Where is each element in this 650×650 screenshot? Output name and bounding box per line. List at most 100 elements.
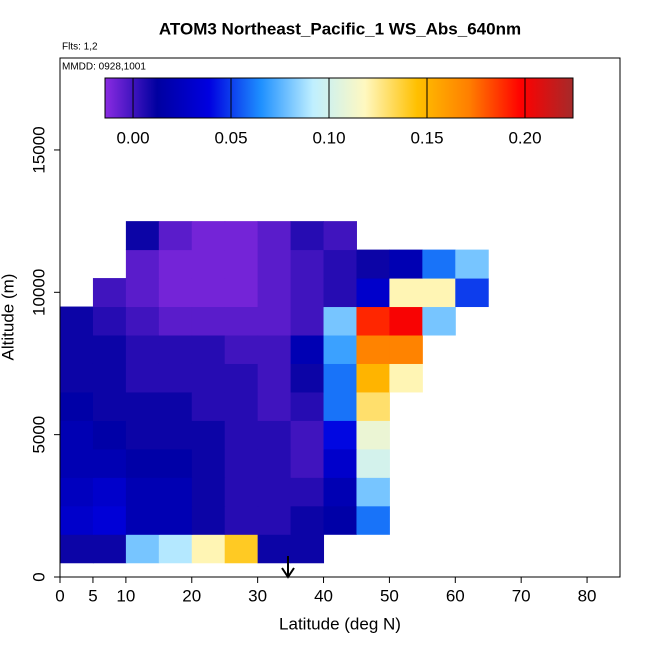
cell (257, 249, 292, 279)
cell (455, 249, 489, 279)
cell (224, 534, 259, 564)
cell (422, 249, 456, 279)
cell (224, 249, 259, 279)
cell (257, 363, 292, 393)
cell (290, 306, 325, 336)
cell (290, 335, 325, 364)
annotation: MMDD: 0928,1001 (62, 62, 146, 73)
cell (356, 249, 390, 279)
cell (356, 448, 390, 478)
cell (125, 505, 160, 535)
cell (356, 391, 390, 421)
cell (422, 306, 456, 336)
cell (224, 505, 259, 535)
colorbar-tick-label: 0.05 (214, 128, 247, 147)
cell (224, 448, 259, 478)
cell (92, 420, 127, 450)
cell (191, 477, 226, 507)
cell (125, 534, 160, 564)
cell (125, 448, 160, 478)
cell (158, 335, 193, 364)
cell (356, 278, 390, 308)
x-tick-label: 5 (88, 586, 97, 605)
cell (356, 420, 390, 450)
y-tick-label: 5000 (29, 416, 48, 454)
cell (323, 391, 357, 421)
cell (224, 221, 259, 251)
x-tick-label: 80 (578, 586, 597, 605)
y-tick-label: 0 (29, 572, 48, 581)
cell (125, 363, 160, 393)
cell (323, 221, 357, 251)
cell (158, 534, 193, 564)
x-tick-label: 10 (116, 586, 135, 605)
cell (257, 505, 292, 535)
cell (92, 335, 127, 364)
cell (92, 505, 127, 535)
x-tick-label: 60 (446, 586, 465, 605)
cell (125, 420, 160, 450)
cell (158, 221, 193, 251)
cell (60, 505, 94, 535)
x-tick-label: 70 (512, 586, 531, 605)
cell (191, 335, 226, 364)
cell (191, 448, 226, 478)
cell (290, 363, 325, 393)
cell (323, 278, 357, 308)
cell (455, 278, 489, 308)
cell (158, 249, 193, 279)
cell (323, 335, 357, 364)
cell (224, 306, 259, 336)
cell (92, 278, 127, 308)
cell (356, 505, 390, 535)
plot-frame (59, 57, 621, 578)
cell (356, 363, 390, 393)
cell (257, 278, 292, 308)
cell (191, 278, 226, 308)
x-tick-label: 50 (380, 586, 399, 605)
y-axis-label: Altitude (m) (0, 274, 17, 361)
cell (92, 534, 127, 564)
cell (158, 448, 193, 478)
x-tick-label: 0 (55, 586, 64, 605)
cell (158, 306, 193, 336)
cell (125, 477, 160, 507)
annotation: Flts: 1,2 (62, 42, 98, 53)
cell (125, 335, 160, 364)
cell (224, 335, 259, 364)
cell (191, 391, 226, 421)
cell (290, 448, 325, 478)
cell (323, 505, 357, 535)
cell (224, 363, 259, 393)
cell (158, 477, 193, 507)
y-tick-label: 10000 (29, 269, 48, 316)
cell (389, 306, 423, 336)
cell (158, 420, 193, 450)
cell (125, 221, 160, 251)
cell (389, 335, 423, 364)
cell (191, 249, 226, 279)
cell (290, 534, 325, 564)
cell (257, 335, 292, 364)
cell (92, 306, 127, 336)
cell (191, 505, 226, 535)
cell (158, 505, 193, 535)
cell (422, 278, 456, 308)
cell (389, 278, 423, 308)
cell (257, 420, 292, 450)
cell (92, 391, 127, 421)
cell (389, 249, 423, 279)
cell (290, 278, 325, 308)
cell (257, 221, 292, 251)
cell (356, 477, 390, 507)
cell (224, 420, 259, 450)
cell (257, 391, 292, 421)
cell (257, 534, 292, 564)
cell (60, 306, 94, 336)
cell (125, 306, 160, 336)
colorbar-tick-label: 0.00 (116, 128, 149, 147)
cell (290, 221, 325, 251)
cell (224, 278, 259, 308)
chart-title: ATOM3 Northeast_Pacific_1 WS_Abs_640nm (159, 19, 521, 38)
cell (125, 278, 160, 308)
